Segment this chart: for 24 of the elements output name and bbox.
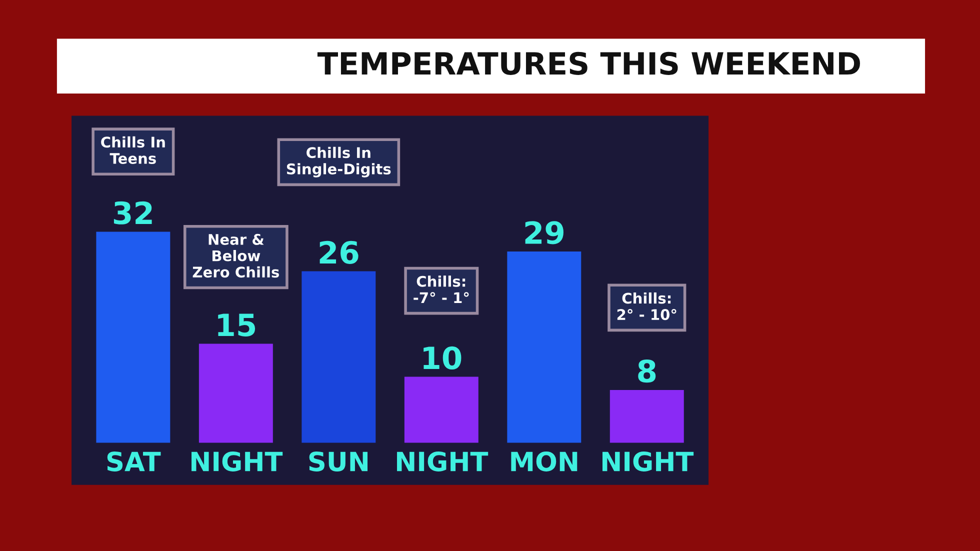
annotation: Chills: 2° - 10°: [617, 292, 676, 320]
data-label: 32: [114, 201, 152, 224]
bar: [610, 390, 684, 443]
x-tick-label: NIGHT: [192, 451, 283, 472]
data-label: 10: [424, 346, 462, 370]
bar: [302, 271, 376, 443]
data-label: 29: [525, 221, 564, 244]
x-tick-label: SAT: [107, 451, 161, 472]
annotation: Chills: -7° - 1°: [414, 276, 469, 303]
bar: [404, 376, 478, 443]
bar: [96, 232, 170, 443]
x-tick-label: NIGHT: [397, 451, 488, 472]
x-tick-label: MON: [511, 451, 578, 472]
bar: [507, 252, 582, 443]
data-label: 15: [218, 314, 256, 336]
bar: [198, 344, 273, 443]
text: Chills In Single-Digits: [286, 146, 391, 178]
chart-title: TEMPERATURES THIS WEEKEND: [317, 52, 860, 75]
data-label: 26: [320, 240, 358, 264]
x-tick-label: SUN: [309, 451, 368, 472]
annotation: Near & Below Zero Chills: [192, 234, 279, 278]
text: Chills In Teens: [101, 136, 165, 164]
x-tick-label: NIGHT: [602, 451, 694, 472]
data-label: 8: [638, 360, 656, 383]
